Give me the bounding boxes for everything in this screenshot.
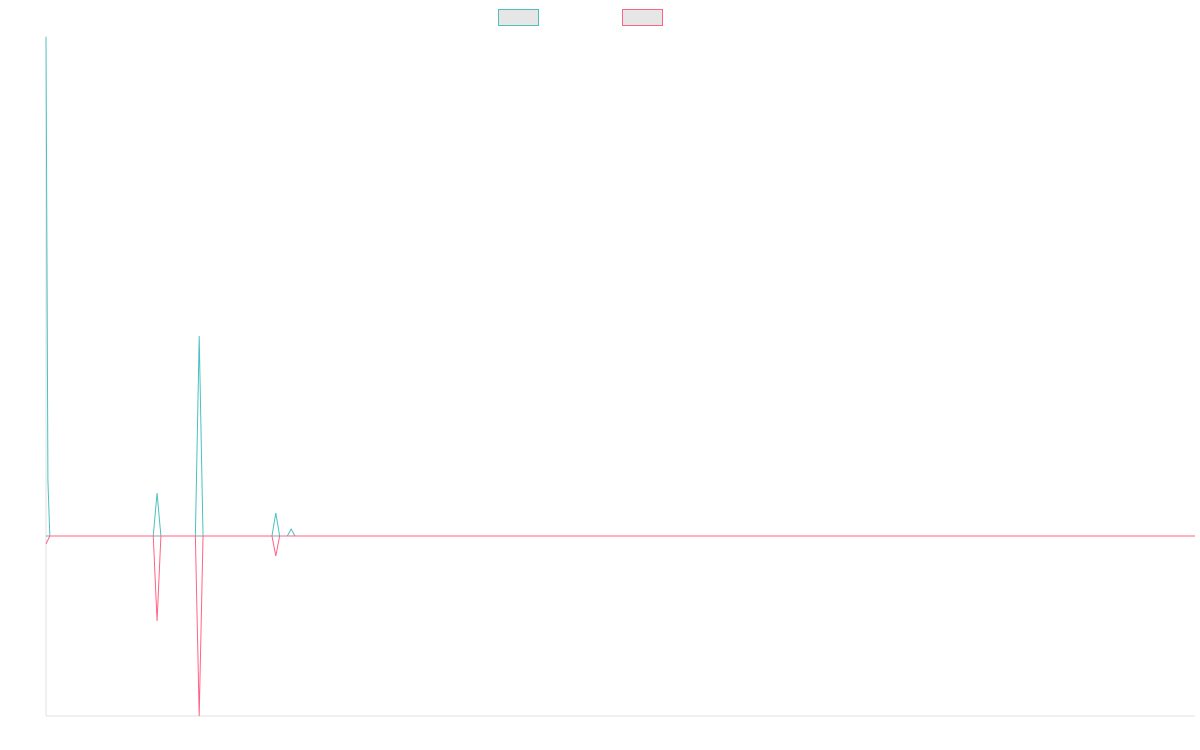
series-line [45,36,1195,537]
legend-swatch [498,9,539,26]
legend-swatch [622,9,663,26]
series-line [45,535,1195,717]
